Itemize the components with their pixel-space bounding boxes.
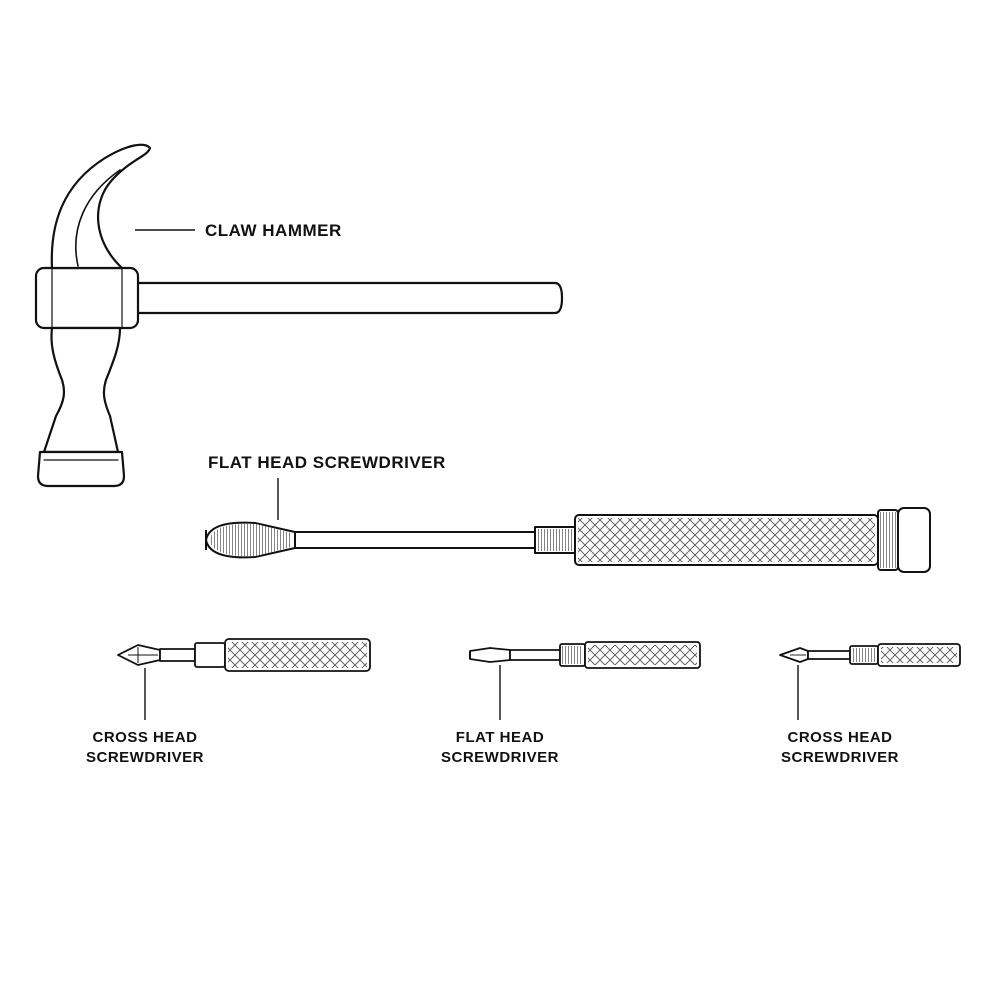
label-cross-left-2: SCREWDRIVER <box>86 749 204 766</box>
tool-diagram: CLAW HAMMER FLAT HEAD SCREWDRIVER <box>0 0 1000 1000</box>
label-cross-left-1: CROSS HEAD <box>92 729 197 746</box>
cross-head-screwdriver-small-left <box>118 639 370 671</box>
label-flat-mid-2: SCREWDRIVER <box>441 749 559 766</box>
label-flat-mid-1: FLAT HEAD <box>456 729 544 746</box>
label-flat-large: FLAT HEAD SCREWDRIVER <box>208 453 446 472</box>
flat-head-screwdriver-large <box>206 508 930 572</box>
claw-hammer <box>36 145 562 486</box>
cross-head-screwdriver-small-right <box>780 644 960 666</box>
flat-head-screwdriver-small-mid <box>470 642 700 668</box>
label-cross-right-2: SCREWDRIVER <box>781 749 899 766</box>
label-claw-hammer: CLAW HAMMER <box>205 221 342 240</box>
label-cross-right-1: CROSS HEAD <box>787 729 892 746</box>
